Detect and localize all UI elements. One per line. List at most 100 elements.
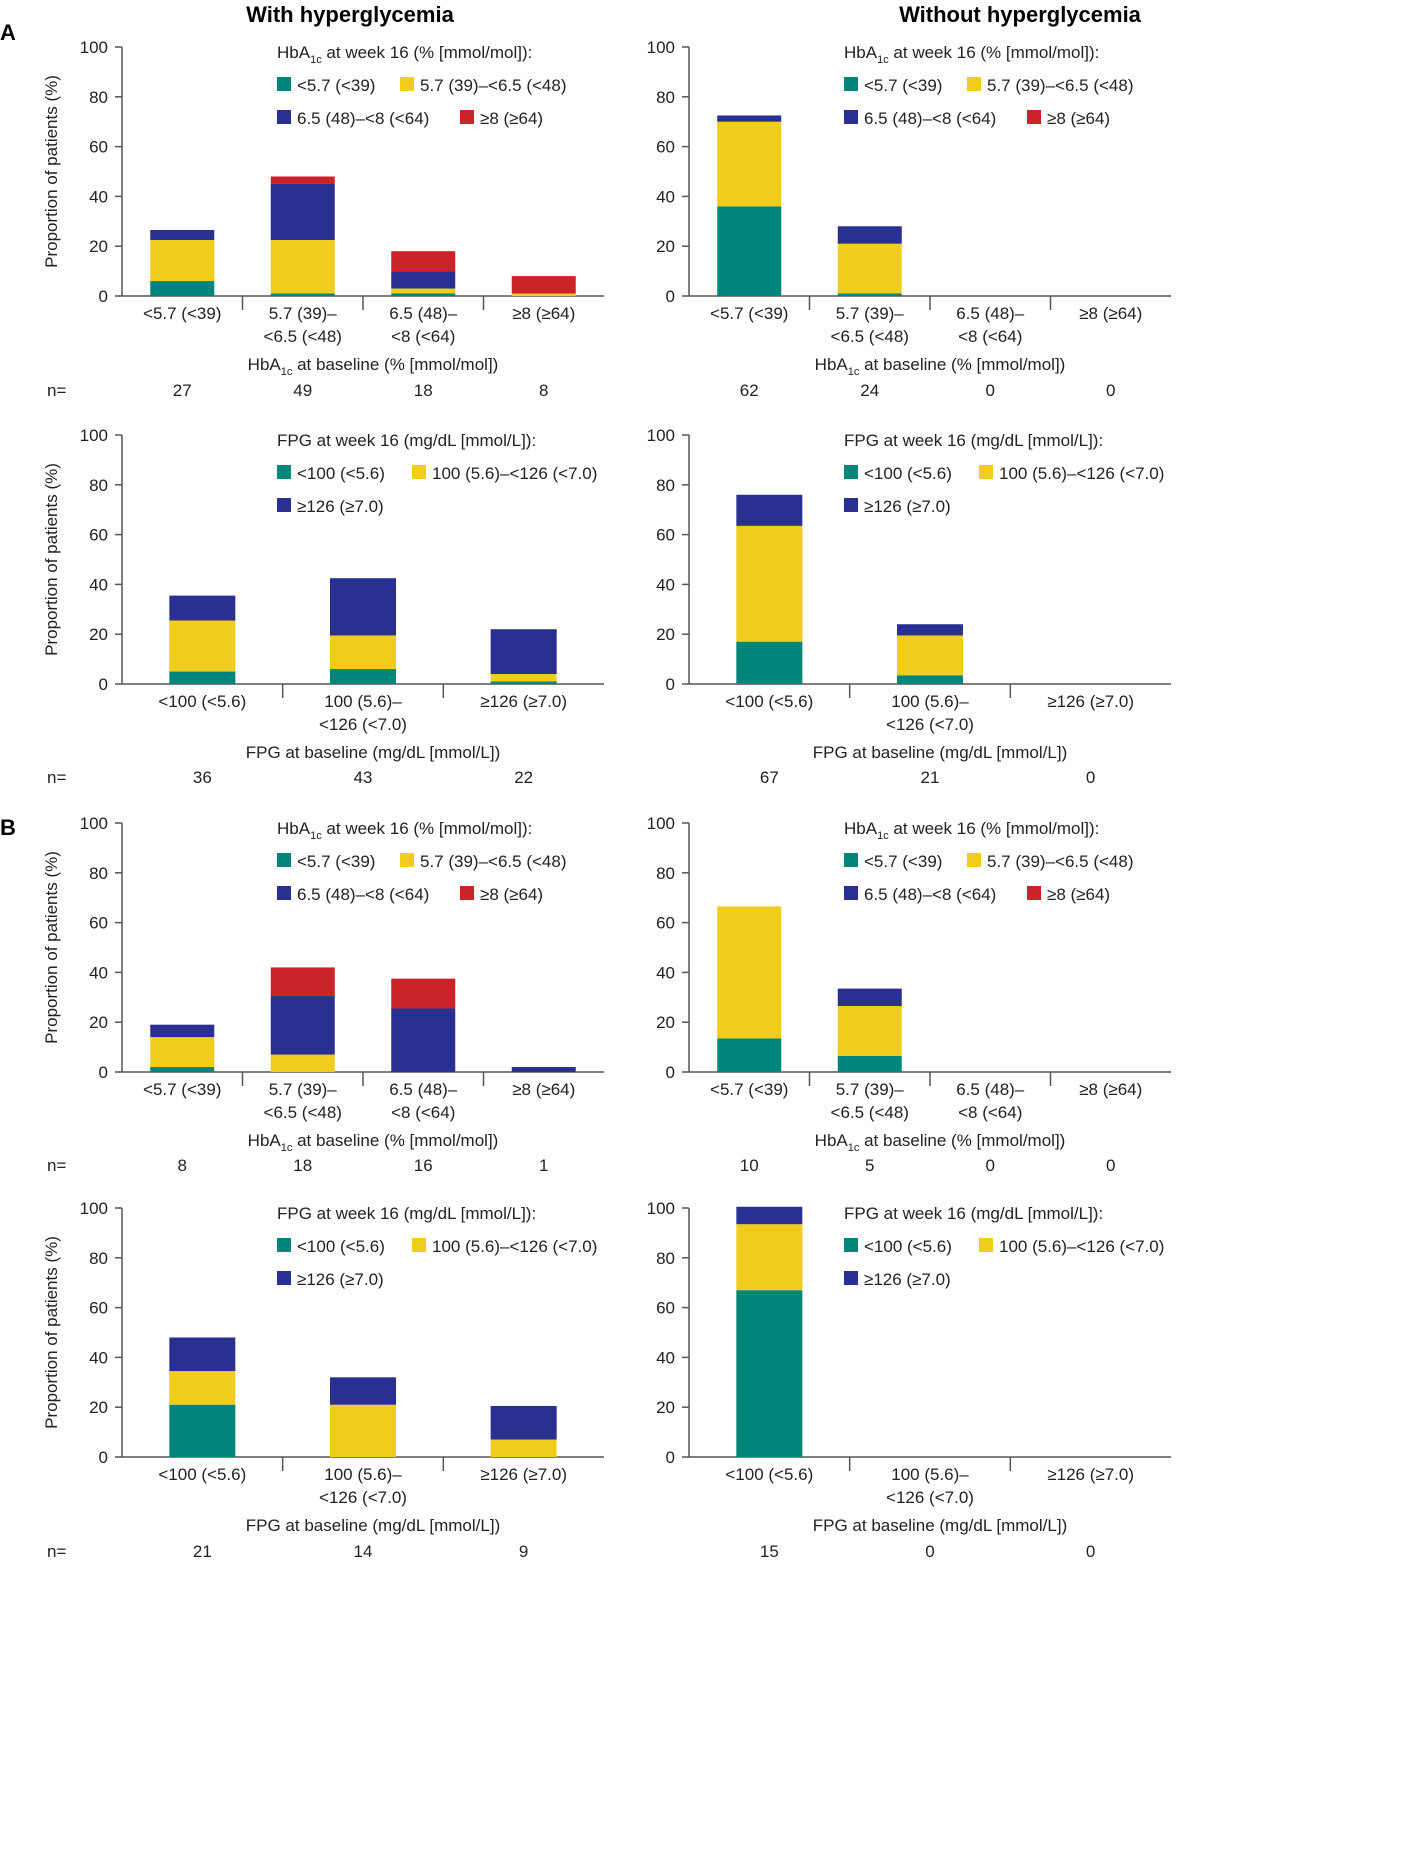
y-tick-label: 60 xyxy=(656,526,675,545)
bar-segment xyxy=(490,1405,557,1440)
n-value: 8 xyxy=(539,381,548,400)
x-axis-label: HbA1c at baseline (% [mmol/mol]) xyxy=(248,1131,499,1154)
legend-swatch xyxy=(844,77,858,91)
y-tick-label: 100 xyxy=(80,814,108,833)
legend-item: ≥126 (≥7.0) xyxy=(297,1270,384,1289)
x-tick-label: <5.7 (<39) xyxy=(143,304,221,323)
bar-segment xyxy=(330,669,396,684)
x-axis-label: FPG at baseline (mg/dL [mmol/L]) xyxy=(246,743,500,762)
legend-item: 100 (5.6)–<126 (<7.0) xyxy=(999,464,1164,483)
x-tick-label: 100 (5.6)– xyxy=(891,692,969,711)
y-tick-label: 60 xyxy=(656,138,675,157)
legend-item: ≥8 (≥64) xyxy=(480,109,543,128)
bar-segment xyxy=(837,1006,902,1056)
bar-segment xyxy=(270,239,335,294)
legend-title: HbA1c at week 16 (% [mmol/mol]): xyxy=(277,819,532,842)
bar-segment xyxy=(837,226,902,244)
legend-item: ≥126 (≥7.0) xyxy=(864,1270,951,1289)
legend-title-part: at week 16 (% [mmol/mol]): xyxy=(889,819,1100,838)
x-axis-label-part: HbA xyxy=(248,355,282,374)
y-tick-label: 20 xyxy=(656,237,675,256)
y-axis-label: Proportion of patients (%) xyxy=(42,851,61,1044)
legend-swatch xyxy=(844,1238,858,1252)
y-tick-label: 40 xyxy=(89,187,108,206)
x-axis-label-part: at baseline (% [mmol/mol]) xyxy=(859,355,1065,374)
bar-segment xyxy=(490,629,557,675)
bar-segment xyxy=(391,288,456,294)
legend-item: 5.7 (39)–<6.5 (<48) xyxy=(420,852,566,871)
x-tick-label: <8 (<64) xyxy=(391,1103,455,1122)
x-tick-label: <126 (<7.0) xyxy=(886,715,974,734)
y-tick-label: 0 xyxy=(99,675,108,694)
y-tick-label: 20 xyxy=(89,1398,108,1417)
n-value: 24 xyxy=(860,381,879,400)
x-tick-label: <100 (<5.6) xyxy=(158,692,246,711)
bar-segment xyxy=(736,525,803,642)
legend-title: HbA1c at week 16 (% [mmol/mol]): xyxy=(844,819,1099,842)
bar-segment xyxy=(490,674,557,682)
y-tick-label: 40 xyxy=(656,187,675,206)
y-axis-label: Proportion of patients (%) xyxy=(42,1236,61,1429)
n-value: 9 xyxy=(519,1542,528,1561)
n-value: 62 xyxy=(740,381,759,400)
legend-item: 5.7 (39)–<6.5 (<48) xyxy=(987,852,1133,871)
y-tick-label: 40 xyxy=(89,575,108,594)
bar-segment xyxy=(150,1067,215,1072)
x-axis-label: HbA1c at baseline (% [mmol/mol]) xyxy=(815,1131,1066,1154)
y-tick-label: 20 xyxy=(656,1398,675,1417)
bar-segment xyxy=(270,1054,335,1072)
n-value: 0 xyxy=(1106,1156,1115,1175)
legend-swatch xyxy=(277,77,291,91)
legend-swatch xyxy=(844,853,858,867)
y-tick-label: 40 xyxy=(89,1348,108,1367)
legend-title-part: at week 16 (% [mmol/mol]): xyxy=(322,43,533,62)
x-axis-label: FPG at baseline (mg/dL [mmol/L]) xyxy=(813,1516,1067,1535)
y-tick-label: 0 xyxy=(99,287,108,306)
bar-segment xyxy=(150,1024,215,1038)
x-tick-label: 5.7 (39)– xyxy=(269,304,338,323)
n-value: 1 xyxy=(539,1156,548,1175)
x-axis-label-subscript: 1c xyxy=(848,1142,860,1154)
legend-title: FPG at week 16 (mg/dL [mmol/L]): xyxy=(277,1204,536,1223)
x-tick-label: ≥126 (≥7.0) xyxy=(480,692,567,711)
n-value: 0 xyxy=(986,1156,995,1175)
bar-segment xyxy=(717,115,782,122)
n-value: 0 xyxy=(1086,768,1095,787)
x-tick-label: ≥126 (≥7.0) xyxy=(1047,692,1134,711)
legend-swatch xyxy=(277,1271,291,1285)
x-axis-label-part: HbA xyxy=(248,1131,282,1150)
bar-segment xyxy=(897,624,963,636)
bar-segment xyxy=(391,293,456,296)
x-tick-label: <6.5 (<48) xyxy=(264,327,342,346)
y-tick-label: 60 xyxy=(656,914,675,933)
x-tick-label: 100 (5.6)– xyxy=(324,692,402,711)
x-tick-label: <126 (<7.0) xyxy=(319,715,407,734)
y-tick-label: 20 xyxy=(89,625,108,644)
legend-item: <100 (<5.6) xyxy=(297,464,385,483)
legend-item: 100 (5.6)–<126 (<7.0) xyxy=(432,1237,597,1256)
x-tick-label: <5.7 (<39) xyxy=(710,1080,788,1099)
y-tick-label: 80 xyxy=(89,88,108,107)
legend-item: 6.5 (48)–<8 (<64) xyxy=(297,885,429,904)
chart-B-hba1c-with: 0 20 40 60 80 100 Proportion of patients (%) <5… xyxy=(42,814,604,1175)
x-tick-label: <6.5 (<48) xyxy=(264,1103,342,1122)
legend-swatch xyxy=(400,853,414,867)
bar-segment xyxy=(169,595,236,621)
y-tick-label: 0 xyxy=(666,675,675,694)
legend-swatch xyxy=(277,110,291,124)
x-tick-label: <8 (<64) xyxy=(958,1103,1022,1122)
y-tick-label: 80 xyxy=(89,476,108,495)
x-tick-label: 6.5 (48)– xyxy=(956,1080,1025,1099)
y-axis-label: Proportion of patients (%) xyxy=(42,75,61,268)
bar-segment xyxy=(270,967,335,997)
x-tick-label: ≥8 (≥64) xyxy=(1079,304,1142,323)
legend-swatch xyxy=(844,1271,858,1285)
legend-swatch xyxy=(460,110,474,124)
x-axis-label-part: HbA xyxy=(815,1131,849,1150)
legend-title: FPG at week 16 (mg/dL [mmol/L]): xyxy=(844,431,1103,450)
legend-title: HbA1c at week 16 (% [mmol/mol]): xyxy=(844,43,1099,66)
bar-segment xyxy=(270,183,335,240)
legend-swatch xyxy=(1027,886,1041,900)
legend-title: FPG at week 16 (mg/dL [mmol/L]): xyxy=(844,1204,1103,1223)
x-tick-label: <8 (<64) xyxy=(391,327,455,346)
